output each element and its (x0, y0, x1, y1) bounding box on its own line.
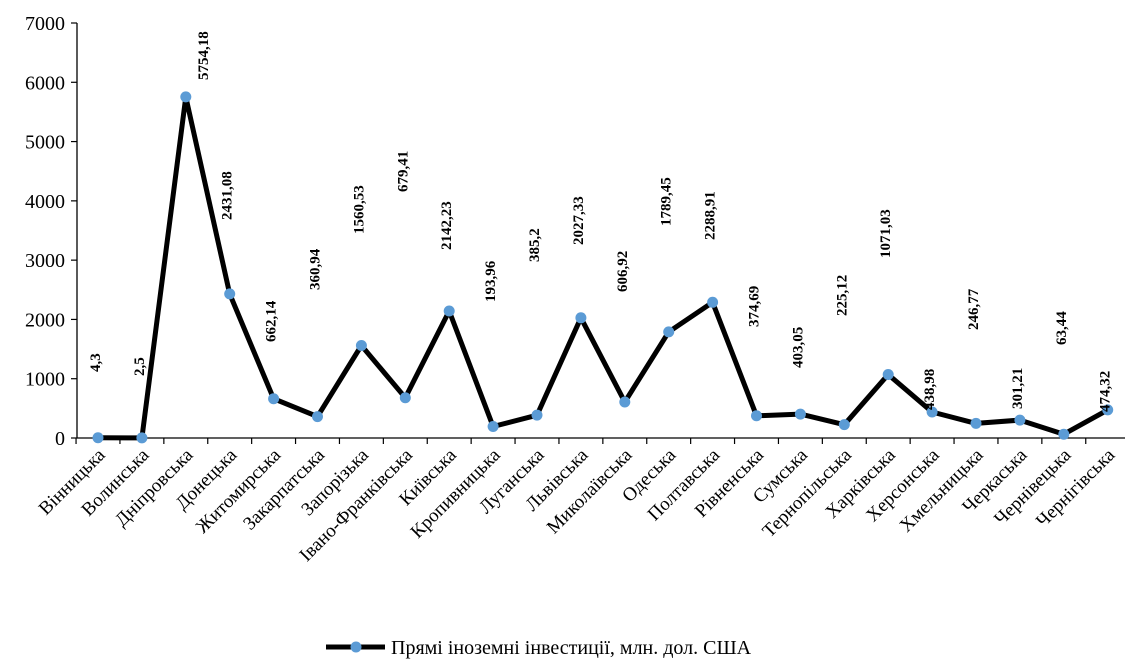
data-label-layer: 4,3 2,5 5754,18 2431,08 662,14 360,94 1560,53 6… (88, 31, 1114, 412)
data-label: 2,5 (132, 357, 148, 376)
data-point-marker (92, 432, 104, 444)
data-point-marker (443, 305, 455, 317)
data-point-marker (1102, 404, 1114, 416)
data-label: 474,32 (1098, 371, 1114, 412)
data-label: 4,3 (88, 353, 104, 372)
data-point-marker (224, 288, 236, 300)
data-point-marker (1058, 428, 1070, 440)
data-point-marker (399, 392, 411, 404)
data-label: 1071,03 (878, 209, 894, 258)
y-tick-label: 1000 (25, 369, 65, 391)
data-point-marker (926, 406, 938, 418)
data-label: 385,2 (527, 228, 543, 262)
data-point-marker (619, 396, 631, 408)
data-label: 225,12 (834, 275, 850, 316)
y-tick-label: 2000 (25, 309, 65, 331)
series-layer (92, 91, 1114, 444)
data-point-marker (707, 296, 719, 308)
data-point-marker (970, 417, 982, 429)
legend-label: Прямі іноземні інвестиції, млн. дол. США (391, 637, 752, 659)
data-point-marker (1014, 414, 1026, 426)
data-label: 360,94 (308, 248, 324, 290)
data-label: 5754,18 (196, 31, 212, 80)
y-tick-label: 0 (55, 428, 65, 450)
data-label: 246,77 (966, 288, 982, 330)
data-point-marker (180, 91, 192, 103)
legend-marker-swatch (350, 641, 362, 653)
data-label: 662,14 (264, 300, 280, 342)
data-point-marker (663, 326, 675, 338)
y-tick-label: 3000 (25, 250, 65, 272)
data-label: 2431,08 (220, 171, 236, 220)
series-line (95, 94, 1111, 441)
data-point-marker (268, 393, 280, 405)
data-label: 2288,91 (703, 191, 719, 240)
y-axis: 0 1000 2000 3000 4000 5000 6000 7000 (25, 13, 78, 450)
data-point-marker (838, 419, 850, 431)
data-label: 193,96 (483, 260, 499, 302)
data-label: 1789,45 (659, 177, 675, 226)
data-label: 438,98 (922, 369, 938, 410)
data-point-marker (312, 411, 323, 423)
data-label: 1560,53 (351, 185, 367, 234)
y-tick-label: 6000 (25, 72, 65, 94)
data-point-marker (575, 312, 587, 324)
data-label: 63,44 (1054, 311, 1070, 345)
x-axis: ВінницькаВолинськаДніпровськаДонецькаЖит… (35, 437, 1125, 566)
data-point-marker (487, 421, 499, 433)
y-tick-label: 5000 (25, 132, 65, 154)
data-label: 2142,23 (439, 201, 455, 250)
data-point-marker (882, 369, 894, 381)
data-point-marker (355, 339, 367, 351)
data-label: 374,69 (747, 286, 763, 327)
data-label: 403,05 (790, 327, 806, 368)
legend: Прямі іноземні інвестиції, млн. дол. США (326, 637, 752, 659)
data-point-marker (531, 409, 543, 421)
data-label: 679,41 (395, 151, 411, 192)
data-point-marker (794, 408, 806, 420)
data-label: 301,21 (1010, 368, 1026, 409)
data-label: 606,92 (615, 251, 631, 292)
data-point-marker (751, 410, 762, 422)
data-label: 2027,33 (571, 196, 587, 245)
data-point-marker (136, 432, 148, 444)
y-tick-label: 4000 (25, 191, 65, 213)
y-tick-label: 7000 (25, 13, 65, 35)
